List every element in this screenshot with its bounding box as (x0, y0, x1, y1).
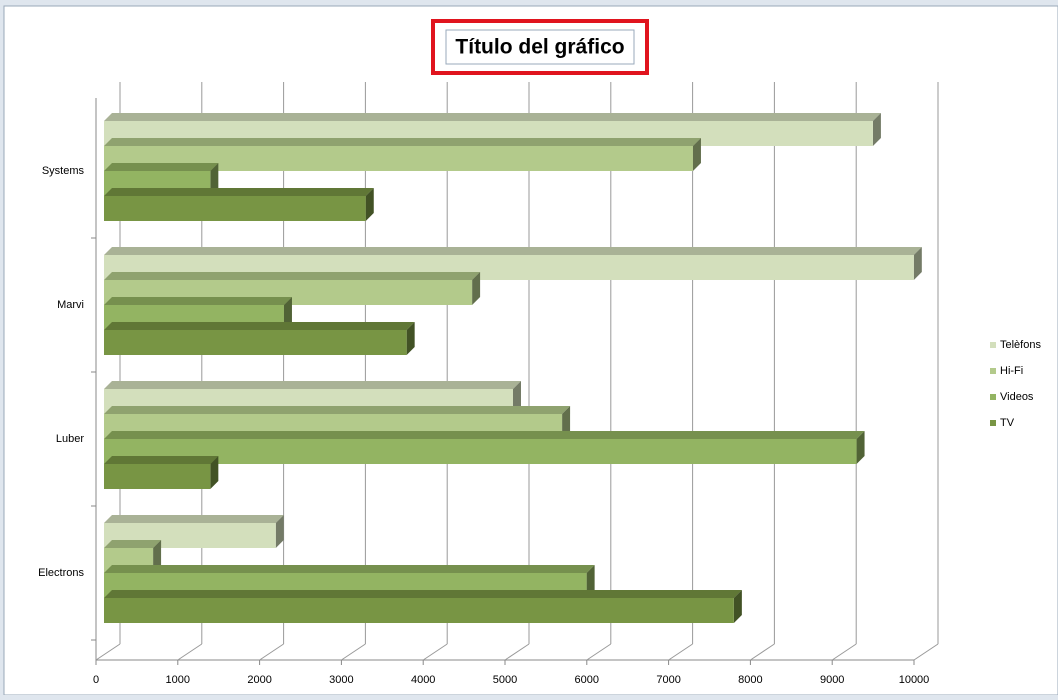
legend-label: Hi-Fi (1000, 365, 1023, 377)
floor-grid-line (341, 643, 366, 661)
floor-grid-line (259, 643, 284, 661)
bar-top (104, 163, 219, 171)
bar-side (872, 113, 881, 146)
bar (104, 330, 407, 355)
bar (104, 196, 366, 221)
bar-top (104, 188, 374, 196)
bar-top (104, 431, 865, 439)
bar-top (104, 247, 922, 255)
bar-top (104, 565, 595, 573)
bar-side (562, 406, 571, 439)
legend-swatch (990, 394, 996, 400)
bar (104, 598, 734, 623)
bar-top (104, 113, 881, 121)
bar-side (733, 590, 742, 623)
bar-side (586, 565, 595, 598)
bar-top (104, 297, 292, 305)
legend-swatch (990, 420, 996, 426)
bar-top (104, 590, 742, 598)
bar-top (104, 322, 415, 330)
floor-grid-line (913, 643, 939, 661)
y-tick-label: Electrons (38, 567, 84, 579)
bar-top (104, 138, 701, 146)
x-tick-label: 2000 (247, 674, 271, 686)
bar-top (104, 540, 162, 548)
chart-title[interactable]: Título del gráfico (455, 36, 624, 59)
bar-top (104, 381, 521, 389)
floor-grid-line (177, 643, 203, 661)
bar-side (153, 540, 162, 573)
legend-label: Telèfons (1000, 339, 1041, 351)
floor-grid-line (422, 643, 448, 661)
floor-grid-line (586, 643, 612, 661)
bar-side (692, 138, 701, 171)
bar-side (275, 515, 284, 548)
x-tick-label: 6000 (575, 674, 599, 686)
legend-swatch (990, 368, 996, 374)
y-tick-label: Marvi (57, 299, 84, 311)
bar (104, 464, 211, 489)
x-tick-label: 8000 (738, 674, 762, 686)
x-tick-label: 1000 (166, 674, 190, 686)
legend-label: TV (1000, 417, 1015, 429)
x-tick-label: 0 (93, 674, 99, 686)
bar-side (365, 188, 374, 221)
x-tick-label: 4000 (411, 674, 435, 686)
x-tick-label: 3000 (329, 674, 353, 686)
bar-top (104, 272, 481, 280)
legend-label: Videos (1000, 391, 1034, 403)
bar-side (513, 381, 521, 414)
bar-top (104, 406, 571, 414)
x-tick-label: 5000 (493, 674, 517, 686)
y-tick-label: Systems (42, 165, 85, 177)
bar-side (406, 322, 415, 355)
x-tick-label: 7000 (656, 674, 680, 686)
x-tick-label: 10000 (899, 674, 930, 686)
floor-grid-line (831, 643, 857, 661)
floor-grid-line (504, 643, 530, 661)
floor-grid-line (668, 643, 693, 661)
floor-grid-line (95, 643, 121, 661)
bar-side (472, 272, 481, 305)
bar (104, 439, 857, 464)
y-tick-label: Luber (56, 433, 84, 445)
bar-top (104, 456, 219, 464)
bar-side (856, 431, 865, 464)
title-box[interactable] (445, 29, 635, 65)
floor-grid-line (750, 643, 775, 661)
bar-top (104, 515, 284, 523)
selection-highlight (431, 19, 649, 75)
bar-side (913, 247, 922, 280)
x-tick-label: 9000 (820, 674, 844, 686)
bar-side (210, 456, 219, 489)
legend-swatch (990, 342, 996, 348)
bar-side (210, 163, 219, 196)
bar-side (283, 297, 292, 330)
